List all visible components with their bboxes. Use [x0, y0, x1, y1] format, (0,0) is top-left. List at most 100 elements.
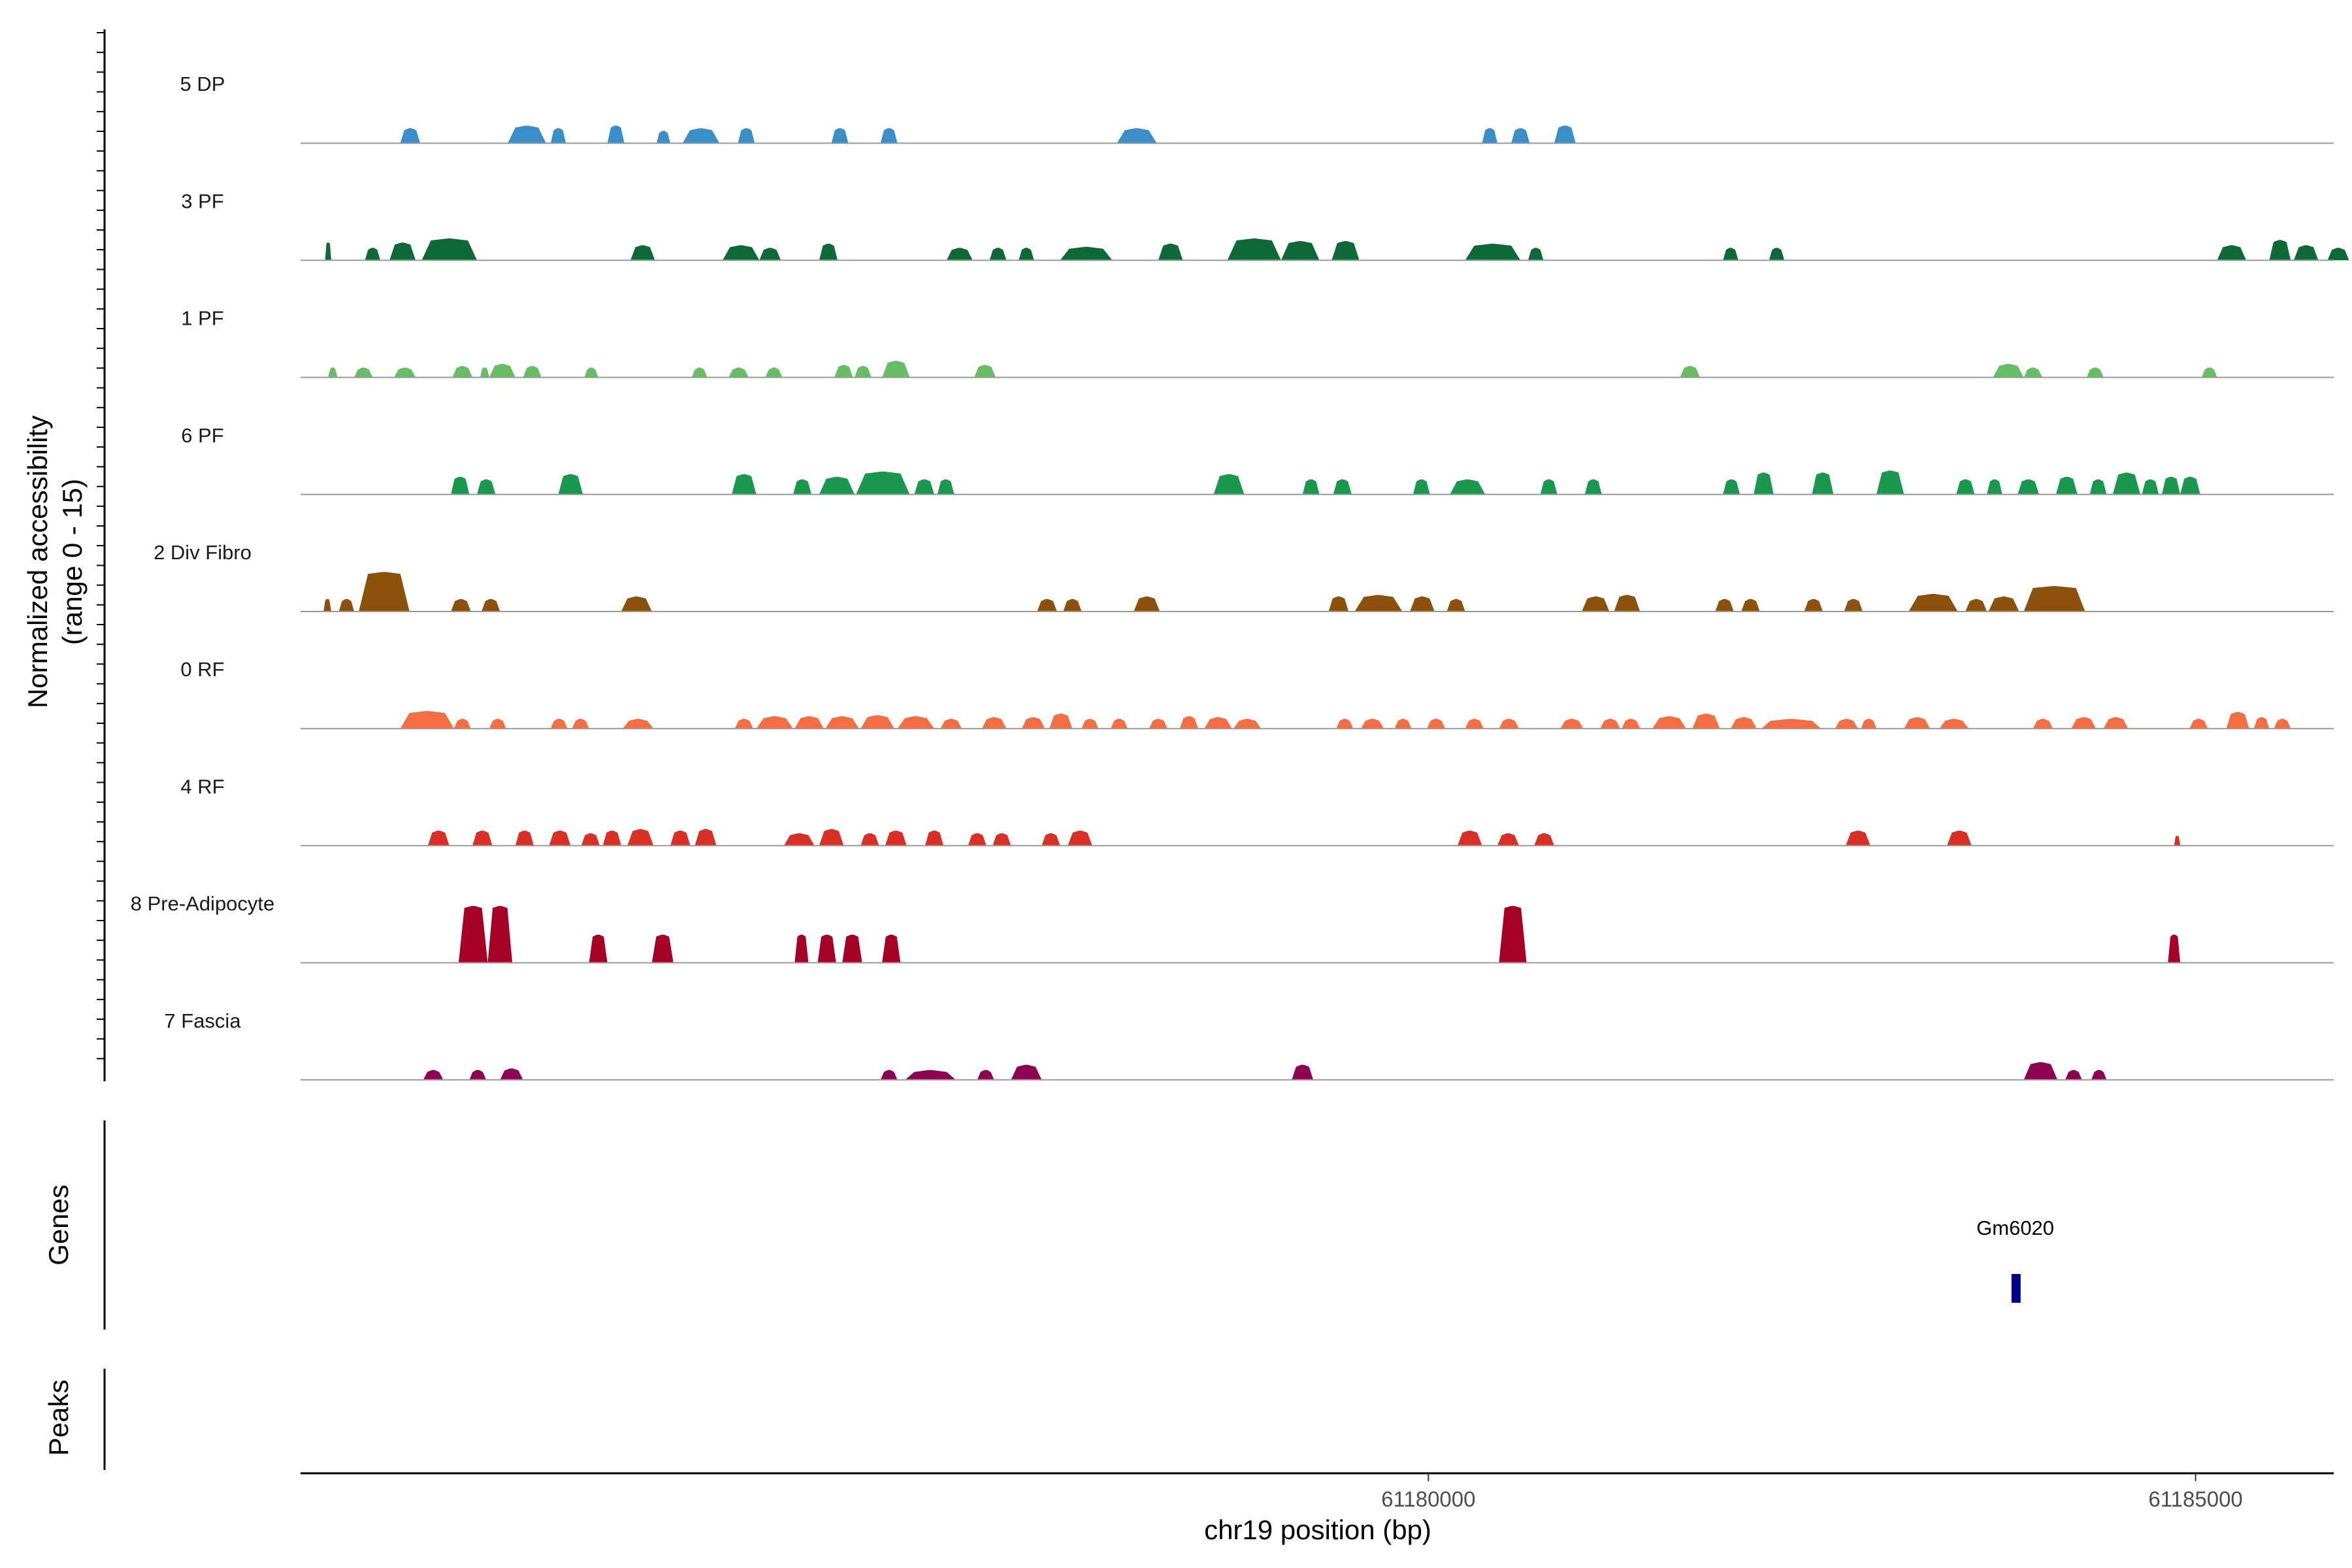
coverage-peak — [1394, 719, 1412, 729]
coverage-peak — [500, 1068, 523, 1080]
coverage-peak — [2023, 367, 2042, 378]
track-label: 4 RF — [180, 775, 224, 798]
coverage-peak — [2253, 717, 2270, 729]
track-3-pf: 3 PF — [181, 189, 2349, 261]
coverage-peak — [2327, 248, 2349, 261]
coverage-peak — [1754, 472, 1774, 495]
coverage-peak — [2269, 240, 2291, 261]
x-tick-label: 61180000 — [1381, 1487, 1475, 1511]
coverage-peak — [2112, 472, 2141, 495]
coverage-peak — [2217, 245, 2247, 261]
track-2-div-fibro: 2 Div Fibro — [154, 541, 2334, 612]
coverage-peak — [1233, 719, 1262, 729]
coverage-peak — [453, 719, 471, 729]
coverage-peak — [558, 474, 583, 495]
coverage-peak — [1037, 599, 1057, 612]
coverage-peak — [550, 128, 566, 144]
coverage-peak — [1723, 479, 1740, 495]
coverage-peak — [2174, 836, 2181, 846]
coverage-peak — [1692, 713, 1720, 729]
coverage-peak — [1482, 128, 1497, 144]
coverage-peak — [897, 716, 934, 729]
gene-label: Gm6020 — [1976, 1217, 2054, 1239]
coverage-peak — [1328, 596, 1349, 612]
coverage-peak — [1844, 599, 1863, 612]
coverage-peak — [1302, 479, 1320, 495]
coverage-peak — [2071, 717, 2096, 729]
track-1-pf: 1 PF — [181, 307, 2334, 378]
coverage-peak — [482, 599, 500, 612]
coverage-peak — [694, 829, 717, 846]
coverage-peak — [759, 248, 781, 261]
coverage-peak — [682, 128, 720, 144]
coverage-peak — [1534, 833, 1554, 846]
coverage-peak — [523, 366, 542, 378]
coverage-peak — [589, 934, 608, 963]
coverage-peak — [400, 128, 421, 144]
coverage-peak — [1049, 713, 1073, 729]
coverage-peak — [885, 830, 907, 846]
coverage-peak — [1081, 719, 1099, 729]
coverage-peak — [831, 128, 849, 144]
coverage-peak — [1041, 833, 1060, 846]
coverage-peak — [1117, 128, 1157, 144]
coverage-peak — [1904, 717, 1931, 729]
coverage-peak — [2161, 476, 2181, 495]
coverage-peak — [989, 248, 1007, 261]
coverage-peak — [1465, 719, 1484, 729]
y-axis-title-line1: Normalized accessibility — [22, 416, 53, 708]
coverage-peak — [992, 833, 1011, 846]
coverage-peak — [1723, 248, 1739, 261]
coverage-peak — [451, 599, 471, 612]
coverage-peak — [2089, 479, 2107, 495]
coverage-peak — [974, 365, 996, 378]
coverage-peak — [860, 715, 894, 729]
peaks-panel-label: Peaks — [43, 1380, 74, 1456]
coverage-peak — [882, 934, 901, 963]
coverage-peak — [423, 1070, 444, 1080]
coverage-peak — [882, 361, 910, 378]
coverage-peak — [1947, 830, 1972, 846]
gene-body — [2011, 1274, 2021, 1303]
coverage-peak — [1410, 596, 1435, 612]
track-label: 3 PF — [181, 189, 223, 212]
coverage-peak — [1063, 599, 1082, 612]
coverage-peak — [630, 245, 655, 261]
track-label: 7 Fascia — [164, 1009, 241, 1032]
coverage-peak — [1511, 128, 1530, 144]
coverage-peak — [359, 572, 410, 612]
coverage-peak — [1354, 595, 1403, 612]
coverage-peak — [1861, 719, 1877, 729]
coverage-peak — [2091, 1070, 2107, 1080]
coverage-peak — [2189, 719, 2208, 729]
coverage-peak — [1741, 599, 1760, 612]
coverage-peak — [834, 365, 853, 378]
coverage-peak — [1336, 719, 1354, 729]
coverage-peak — [1134, 596, 1160, 612]
coverage-peak — [1149, 719, 1168, 729]
track-6-pf: 6 PF — [181, 424, 2334, 495]
genes-panel: Gm6020 — [1976, 1217, 2054, 1303]
coverage-peak — [2055, 476, 2078, 495]
coverage-peak — [328, 367, 338, 378]
coverage-peak — [792, 479, 812, 495]
coverage-tracks: 5 DP 3 PF 1 PF 6 PF 2 Div Fibro 0 RF 4 RF 8 Pre… — [131, 73, 2349, 1081]
coverage-peak — [1360, 719, 1384, 729]
coverage-peak — [691, 367, 708, 378]
coverage-peak — [1835, 719, 1858, 729]
coverage-peak — [2142, 479, 2159, 495]
coverage-peak — [1333, 479, 1352, 495]
coverage-peak — [1204, 717, 1232, 729]
coverage-peak — [856, 471, 910, 495]
coverage-peak — [549, 830, 571, 846]
coverage-peak — [1111, 719, 1128, 729]
coverage-peak — [734, 719, 753, 729]
coverage-peak — [1956, 479, 1975, 495]
coverage-peak — [670, 830, 691, 846]
coverage-peak — [338, 599, 355, 612]
coverage-peak — [1457, 830, 1482, 846]
coverage-peak — [1554, 125, 1576, 144]
coverage-peak — [794, 716, 824, 729]
coverage-peak — [880, 1070, 898, 1080]
coverage-peak — [1499, 906, 1527, 963]
